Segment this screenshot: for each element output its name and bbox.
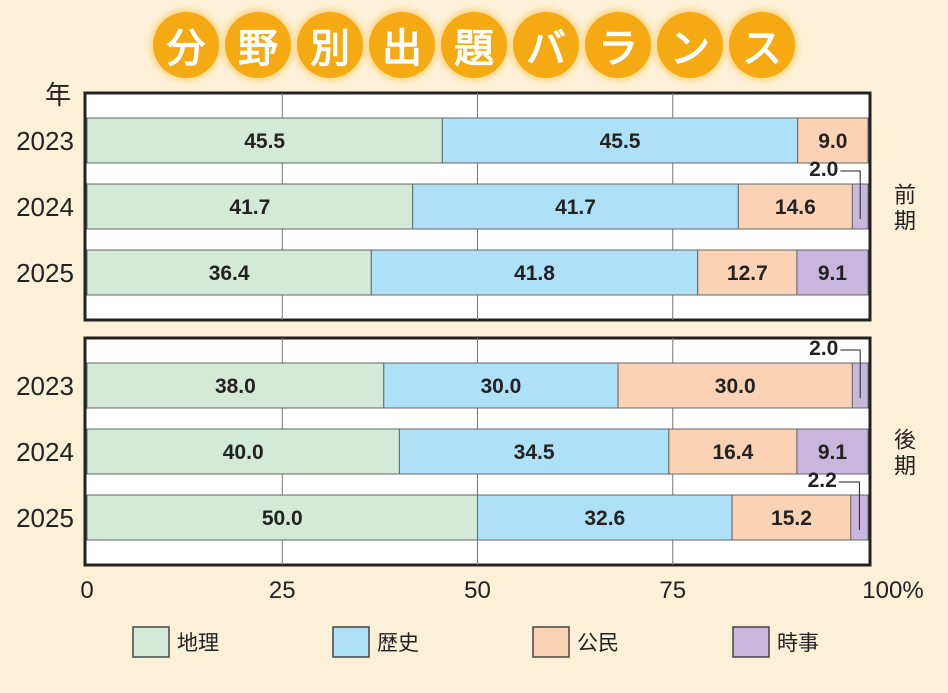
data-label: 15.2 [771, 507, 812, 530]
data-label: 34.5 [514, 441, 555, 464]
title-char: 野 [225, 12, 291, 78]
data-label: 36.4 [209, 262, 250, 285]
data-label: 12.7 [727, 262, 768, 285]
period-label: 期 [894, 209, 916, 234]
year-label: 2023 [16, 371, 74, 401]
data-label: 30.0 [480, 375, 521, 398]
data-label: 9.0 [818, 130, 847, 153]
title-char: ラ [585, 12, 651, 78]
x-tick-label: 50 [464, 577, 491, 604]
year-label: 2025 [16, 258, 74, 288]
period-label: 後 [894, 428, 916, 453]
bar-segment [412, 183, 739, 230]
legend-label: 公民 [577, 632, 619, 655]
bar-segment [370, 249, 699, 296]
data-label: 45.5 [600, 130, 641, 153]
bar-segment [796, 428, 869, 475]
legend-label: 時事 [777, 632, 819, 655]
data-label: 2.0 [809, 337, 838, 360]
bar-segment [441, 117, 799, 164]
data-label: 2.0 [809, 158, 838, 181]
legend-label: 歴史 [377, 632, 419, 655]
data-label: 32.6 [584, 507, 625, 530]
data-label: 38.0 [215, 375, 256, 398]
data-label: 14.6 [775, 196, 816, 219]
title-char: 分 [153, 12, 219, 78]
data-label: 50.0 [262, 507, 303, 530]
data-label: 9.1 [818, 262, 848, 285]
bar-segment [86, 428, 400, 475]
legend-swatch [732, 626, 770, 658]
x-tick-label: 100% [862, 577, 923, 604]
bar-segment [668, 428, 798, 475]
year-label: 2024 [16, 192, 74, 222]
bar-segment [697, 249, 798, 296]
year-label: 2024 [16, 437, 74, 467]
data-label: 16.4 [712, 441, 753, 464]
title-char: 別 [297, 12, 363, 78]
data-label: 41.8 [514, 262, 555, 285]
title-char: ン [657, 12, 723, 78]
legend-swatch [132, 626, 170, 658]
x-tick-label: 75 [659, 577, 686, 604]
period-label: 前 [894, 183, 916, 208]
legend-swatch [332, 626, 370, 658]
legend-swatch [532, 626, 570, 658]
y-axis-label: 年 [45, 80, 71, 110]
year-label: 2023 [16, 126, 74, 156]
bar-segment [86, 183, 414, 230]
title-char: 題 [441, 12, 507, 78]
bar-segment [737, 183, 853, 230]
bar-segment [731, 494, 852, 541]
x-tick-label: 0 [80, 577, 93, 604]
leader-line [838, 481, 860, 530]
x-tick-label: 25 [269, 577, 296, 604]
bar-segment [383, 362, 619, 409]
bar-segment [617, 362, 853, 409]
chart-title: 分野別出題バランス [0, 12, 948, 78]
data-label: 2.2 [808, 469, 837, 492]
data-label: 40.0 [223, 441, 264, 464]
bar-segment [477, 494, 733, 541]
bar-segment [86, 494, 478, 541]
year-label: 2025 [16, 503, 74, 533]
data-label: 9.1 [818, 441, 848, 464]
title-char: バ [513, 12, 579, 78]
period-label: 期 [894, 454, 916, 479]
leader-line [840, 349, 861, 398]
data-label: 41.7 [555, 196, 596, 219]
legend-label: 地理 [177, 632, 219, 655]
data-label: 45.5 [244, 130, 285, 153]
leader-line [840, 170, 861, 219]
bar-segment [797, 117, 869, 164]
title-char: ス [729, 12, 795, 78]
data-label: 41.7 [229, 196, 270, 219]
bar-segment [796, 249, 869, 296]
title-char: 出 [369, 12, 435, 78]
bar-segment [86, 117, 443, 164]
data-label: 30.0 [715, 375, 756, 398]
